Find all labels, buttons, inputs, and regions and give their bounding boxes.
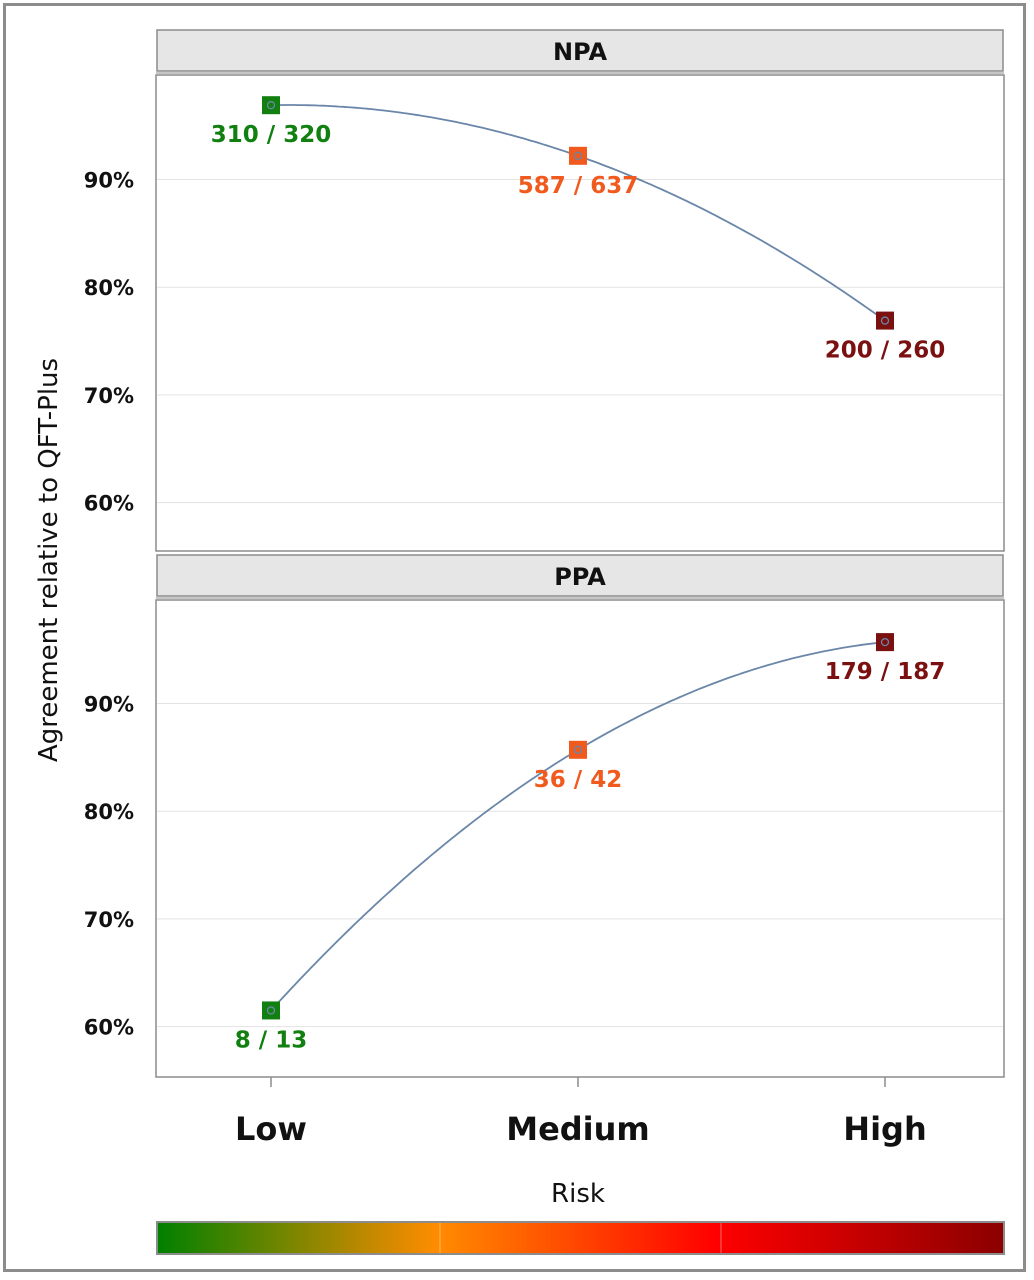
- data-point-medium: [569, 740, 587, 759]
- data-point-marker: [266, 1006, 276, 1015]
- data-point-low: [262, 96, 280, 115]
- chart-panels: NPA 60% 70% 80% 90% 310 / 320 587 / 637 200 / 2…: [84, 29, 1005, 1078]
- panel-ppa: PPA 60% 70% 80% 90% 8 / 13 36 / 42 179 / 187: [84, 554, 1005, 1078]
- data-label: 36 / 42: [534, 767, 622, 793]
- data-point-marker: [573, 151, 583, 160]
- x-tick-label: Low: [235, 1110, 307, 1148]
- data-label: 8 / 13: [235, 1027, 307, 1053]
- data-point-marker: [573, 745, 583, 754]
- y-tick-label: 80%: [84, 800, 134, 824]
- data-point-marker: [266, 101, 276, 110]
- data-point-low: [262, 1001, 280, 1020]
- data-label: 587 / 637: [518, 173, 638, 199]
- panel-npa: NPA 60% 70% 80% 90% 310 / 320 587 / 637 200 / 2…: [84, 29, 1005, 552]
- y-axis-title: Agreement relative to QFT-Plus: [34, 358, 64, 762]
- data-point-high: [876, 311, 894, 330]
- panel-title: NPA: [553, 38, 607, 66]
- x-tick-label: High: [843, 1110, 926, 1148]
- y-tick-label: 90%: [84, 169, 134, 193]
- risk-colorbar: [156, 1221, 1005, 1255]
- y-tick-label: 80%: [84, 276, 134, 300]
- x-axis-title: Risk: [551, 1179, 605, 1209]
- panel-strip: [156, 554, 1004, 597]
- data-label: 310 / 320: [211, 122, 331, 148]
- y-tick-label: 70%: [84, 908, 134, 932]
- data-label: 179 / 187: [825, 659, 945, 685]
- y-tick-label: 70%: [84, 384, 134, 408]
- data-point-medium: [569, 146, 587, 165]
- plot-area: [155, 599, 1005, 1078]
- x-tick-label: Medium: [506, 1110, 650, 1148]
- x-axis: Low Medium High: [235, 1077, 927, 1148]
- data-label: 200 / 260: [825, 338, 945, 364]
- y-tick-label: 90%: [84, 693, 134, 717]
- panel-strip: [156, 29, 1004, 72]
- panel-title: PPA: [554, 563, 606, 591]
- data-point-high: [876, 633, 894, 652]
- y-tick-label: 60%: [84, 1016, 134, 1040]
- data-point-marker: [880, 637, 890, 647]
- data-point-marker: [880, 316, 890, 325]
- y-tick-label: 60%: [84, 492, 134, 516]
